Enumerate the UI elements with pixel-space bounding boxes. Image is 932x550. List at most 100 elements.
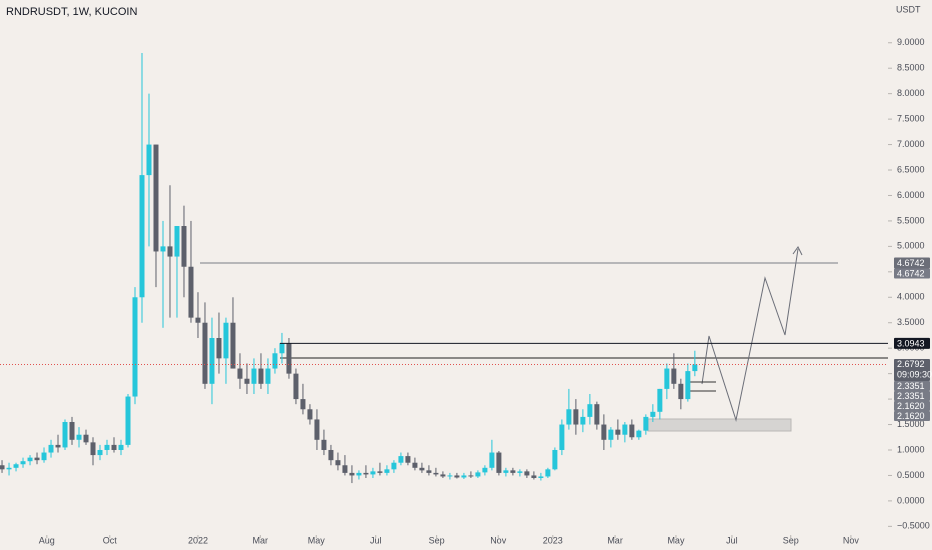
candle-body: [230, 322, 236, 369]
y-tick-label: 6.5000: [897, 164, 925, 174]
y-tick-label: 9.0000: [897, 37, 925, 47]
candle-body: [97, 449, 103, 456]
y-tick-label: 3.5000: [897, 317, 925, 327]
countdown-label: 09:09:30: [897, 369, 932, 379]
grid: [46, 42, 892, 538]
candle-body: [153, 144, 159, 252]
candle-body: [202, 322, 208, 384]
x-tick-label: May: [667, 535, 685, 545]
candle-body: [76, 434, 82, 440]
candle-body: [398, 456, 404, 463]
x-tick-label: Jul: [370, 535, 382, 545]
y-tick-label: 6.0000: [897, 190, 925, 200]
candle-body: [349, 472, 355, 476]
x-tick-label: Mar: [253, 535, 269, 545]
x-tick-label: Aug: [39, 535, 55, 545]
price-label-box: [894, 381, 930, 392]
candle-body: [636, 430, 642, 438]
candle-body: [587, 404, 593, 417]
candle-body: [510, 470, 516, 473]
candle-body: [685, 371, 691, 400]
candle-body: [552, 449, 558, 470]
price-label: 2.3351: [897, 381, 925, 391]
y-tick-label: 5.5000: [897, 215, 925, 225]
y-tick-label: −0.5000: [897, 521, 930, 531]
candle-body: [223, 322, 229, 359]
candle-body: [468, 475, 474, 477]
candle-body: [132, 297, 138, 397]
candle-body: [293, 373, 299, 400]
candle-body: [314, 419, 320, 440]
candle-body: [503, 470, 509, 473]
candle-body: [139, 175, 145, 298]
y-tick-label: 4.0000: [897, 292, 925, 302]
candle-body: [20, 461, 26, 465]
candle-body: [181, 226, 187, 267]
candle-body: [643, 416, 649, 431]
candle-body: [573, 409, 579, 425]
candle-body: [692, 364, 698, 372]
candle-body: [454, 475, 460, 478]
candle-body: [160, 246, 166, 252]
candle-body: [440, 474, 446, 477]
price-label-box: [894, 401, 930, 412]
candle-body: [307, 409, 313, 420]
x-tick-label: May: [308, 535, 326, 545]
candle-body: [370, 471, 376, 475]
candle-body: [34, 457, 40, 461]
candle-body: [608, 429, 614, 440]
candle-body: [251, 368, 257, 384]
price-label: 2.6792: [897, 359, 925, 369]
candle-body: [321, 439, 327, 450]
level-label: 3.0943: [897, 338, 925, 348]
price-label: 2.1620: [897, 401, 925, 411]
candle-body: [90, 442, 96, 456]
candle-body: [629, 424, 635, 438]
y-tick-label: 7.0000: [897, 139, 925, 149]
labels: 9.0000 8.5000 8.0000 7.5000 7.0000 6.5000 6.00…: [39, 37, 932, 545]
candle-body: [279, 343, 285, 354]
candle-body: [118, 444, 124, 450]
candle-body: [146, 144, 152, 176]
candle-body: [580, 416, 586, 425]
candle-body: [531, 475, 537, 478]
candle-body: [6, 467, 12, 470]
candle-body: [601, 424, 607, 440]
candle-body: [559, 424, 565, 450]
candle-body: [566, 409, 572, 425]
candle-body: [412, 462, 418, 468]
x-tick-label: Nov: [843, 535, 860, 545]
x-tick-label: 2022: [188, 535, 208, 545]
price-label-box: [894, 391, 930, 402]
candle-body: [195, 317, 201, 323]
x-tick-label: 2023: [543, 535, 563, 545]
candle-body: [13, 464, 19, 468]
candle-body: [671, 368, 677, 384]
y-tick-label: 0.0000: [897, 495, 925, 505]
candle-body: [356, 472, 362, 476]
candle-body: [377, 471, 383, 473]
projection-arrow: [792, 246, 803, 256]
candle-body: [188, 266, 194, 318]
candle-body: [678, 383, 684, 400]
candle-body: [69, 421, 75, 440]
candle-body: [391, 462, 397, 470]
y-tick-label: 0.5000: [897, 470, 925, 480]
candle-body: [48, 444, 54, 453]
candle-body: [433, 472, 439, 475]
candle-body: [405, 456, 411, 463]
candle-body: [83, 434, 89, 443]
candle-body: [0, 465, 5, 470]
candle-body: [286, 343, 292, 374]
candle-body: [272, 353, 278, 369]
demand-zone: [647, 418, 792, 432]
candle-body: [111, 444, 117, 450]
candle-body: [265, 368, 271, 384]
level-label: 4.6742: [897, 258, 925, 268]
candle-body: [363, 472, 369, 475]
candle-body: [545, 469, 551, 477]
candle-body: [489, 452, 495, 468]
x-tick-label: Nov: [490, 535, 507, 545]
